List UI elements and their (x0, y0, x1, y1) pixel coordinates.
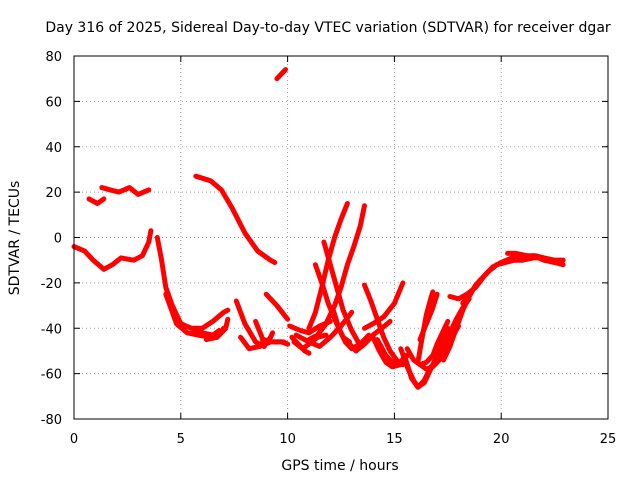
series-line (274, 67, 288, 82)
series-line (441, 275, 485, 363)
series-line (99, 185, 152, 197)
series-line (402, 355, 434, 390)
x-tick-label: 10 (279, 432, 296, 447)
y-tick-label: -40 (41, 322, 62, 337)
series-line (253, 318, 267, 349)
series-line (71, 228, 154, 272)
y-tick-label: 40 (45, 141, 62, 156)
grid (74, 56, 608, 419)
series-line (189, 325, 222, 338)
x-tick-label: 5 (177, 432, 185, 447)
series-line (404, 325, 451, 368)
series-line (306, 203, 367, 343)
series-line (430, 318, 451, 358)
y-tick-label: 20 (45, 186, 62, 201)
series-line (362, 282, 406, 368)
y-tick-label: -20 (41, 277, 62, 292)
series-line (362, 280, 406, 331)
series-line (86, 196, 107, 206)
series-line (154, 235, 231, 331)
series-line (261, 337, 291, 347)
y-tick-label: 80 (45, 50, 62, 65)
y-tick-label: 60 (45, 95, 62, 110)
ticks: 0 5 10 15 20 25 -80 -60 -40 -20 0 20 40 60 80 (41, 50, 617, 447)
x-tick-label: 15 (386, 432, 403, 447)
series-group (71, 67, 566, 390)
series-line (193, 173, 278, 265)
x-tick-label: 0 (70, 432, 78, 447)
chart-title: Day 316 of 2025, Sidereal Day-to-day VTE… (45, 20, 611, 36)
x-tick-label: 20 (493, 432, 510, 447)
series-line (263, 291, 291, 322)
y-tick-label: -60 (41, 368, 62, 383)
series-line (342, 318, 393, 354)
series-line (321, 239, 361, 345)
y-axis-label: SDTVAR / TECUs (7, 181, 23, 296)
x-tick-label: 25 (600, 432, 617, 447)
y-tick-label: 0 (54, 232, 62, 247)
series-line (203, 316, 231, 343)
x-axis-label: GPS time / hours (281, 458, 398, 474)
series-line (415, 289, 436, 365)
y-tick-label: -80 (41, 413, 62, 428)
series-line (460, 255, 566, 306)
series-line (498, 253, 566, 268)
